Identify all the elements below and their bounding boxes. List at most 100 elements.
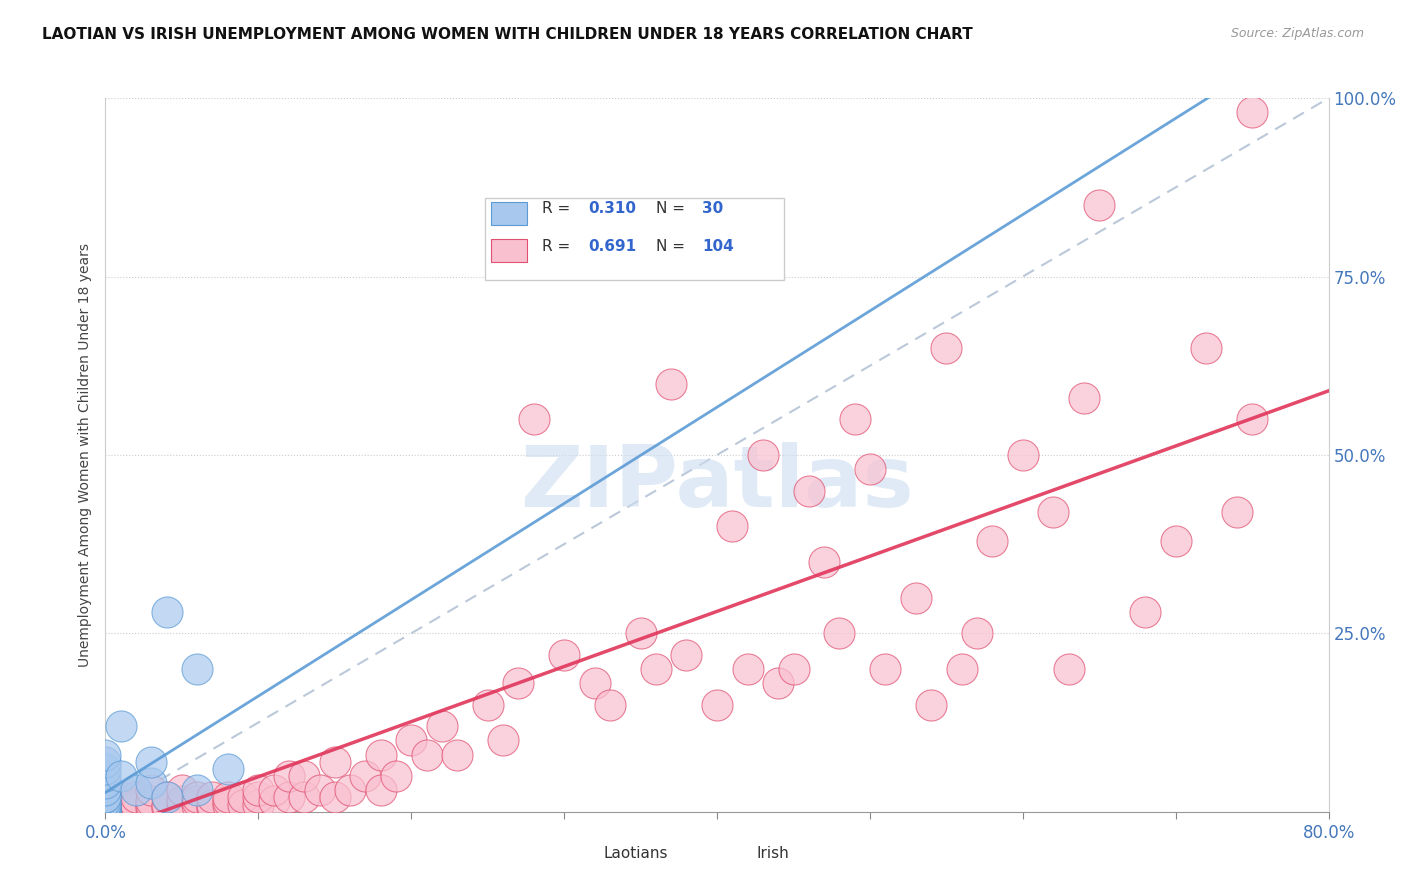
Point xyxy=(828,626,851,640)
Point xyxy=(399,733,422,747)
Point xyxy=(247,790,270,805)
Point xyxy=(110,794,132,808)
Text: Source: ZipAtlas.com: Source: ZipAtlas.com xyxy=(1230,27,1364,40)
Text: 0.691: 0.691 xyxy=(589,239,637,254)
Point xyxy=(125,801,148,815)
Point xyxy=(94,783,117,797)
Point xyxy=(599,698,621,712)
Point xyxy=(217,794,239,808)
Point xyxy=(94,755,117,769)
Point xyxy=(232,797,254,812)
Point xyxy=(859,462,882,476)
Point xyxy=(94,805,117,819)
Text: ZIPatlas: ZIPatlas xyxy=(520,442,914,525)
Point xyxy=(966,626,988,640)
Point xyxy=(1195,341,1218,355)
Point xyxy=(370,747,392,762)
Bar xyxy=(558,842,595,863)
Point xyxy=(94,805,117,819)
Bar xyxy=(491,239,527,262)
Text: R =: R = xyxy=(543,202,575,216)
Point xyxy=(1164,533,1187,548)
Point xyxy=(813,555,835,569)
Point xyxy=(904,591,927,605)
Point xyxy=(706,698,728,712)
Point xyxy=(277,790,299,805)
Point xyxy=(141,755,163,769)
Point xyxy=(155,801,177,815)
Point xyxy=(94,790,117,805)
Point xyxy=(170,805,193,819)
Point xyxy=(110,805,132,819)
Point xyxy=(1011,448,1033,462)
Point xyxy=(217,790,239,805)
Point xyxy=(94,769,117,783)
Point xyxy=(1073,391,1095,405)
Point xyxy=(935,341,957,355)
Point xyxy=(323,790,346,805)
Point xyxy=(263,794,285,808)
Point xyxy=(94,801,117,815)
Point xyxy=(94,794,117,808)
Point xyxy=(292,769,315,783)
Point xyxy=(94,790,117,805)
Point xyxy=(1088,198,1111,212)
Point xyxy=(110,801,132,815)
Point xyxy=(94,797,117,812)
Point xyxy=(752,448,775,462)
Point xyxy=(201,797,224,812)
Point xyxy=(583,676,606,690)
Point xyxy=(170,794,193,808)
Point xyxy=(110,719,132,733)
Point xyxy=(201,801,224,815)
Text: LAOTIAN VS IRISH UNEMPLOYMENT AMONG WOMEN WITH CHILDREN UNDER 18 YEARS CORRELATI: LAOTIAN VS IRISH UNEMPLOYMENT AMONG WOME… xyxy=(42,27,973,42)
Point xyxy=(508,676,530,690)
Point xyxy=(141,794,163,808)
Point xyxy=(94,797,117,812)
Point xyxy=(125,790,148,805)
Text: 0.310: 0.310 xyxy=(589,202,637,216)
Point xyxy=(94,762,117,776)
Point xyxy=(141,776,163,790)
Text: 104: 104 xyxy=(703,239,734,254)
Point xyxy=(94,776,117,790)
Point xyxy=(1133,605,1156,619)
Point xyxy=(308,783,330,797)
Point xyxy=(950,662,973,676)
Point xyxy=(201,790,224,805)
Point xyxy=(920,698,942,712)
Point xyxy=(186,790,208,805)
Point xyxy=(94,805,117,819)
Point xyxy=(782,662,804,676)
Point xyxy=(247,797,270,812)
Text: R =: R = xyxy=(543,239,575,254)
Point xyxy=(659,376,682,391)
Point xyxy=(446,747,468,762)
Point xyxy=(630,626,652,640)
Point xyxy=(186,662,208,676)
Point xyxy=(110,769,132,783)
Point xyxy=(430,719,453,733)
Point xyxy=(981,533,1004,548)
Text: N =: N = xyxy=(655,202,690,216)
Point xyxy=(94,801,117,815)
Y-axis label: Unemployment Among Women with Children Under 18 years: Unemployment Among Women with Children U… xyxy=(77,243,91,667)
Point xyxy=(492,733,515,747)
Point xyxy=(186,783,208,797)
Point xyxy=(94,797,117,812)
Point xyxy=(94,805,117,819)
Point xyxy=(125,783,148,797)
Point xyxy=(263,783,285,797)
Point xyxy=(94,805,117,819)
Point xyxy=(170,783,193,797)
Point xyxy=(155,797,177,812)
Text: Irish: Irish xyxy=(756,846,789,861)
Point xyxy=(354,769,377,783)
Point xyxy=(415,747,437,762)
Point xyxy=(125,797,148,812)
Text: 30: 30 xyxy=(703,202,724,216)
Point xyxy=(94,805,117,819)
Point xyxy=(110,797,132,812)
Point xyxy=(1241,105,1264,120)
Point xyxy=(370,783,392,797)
